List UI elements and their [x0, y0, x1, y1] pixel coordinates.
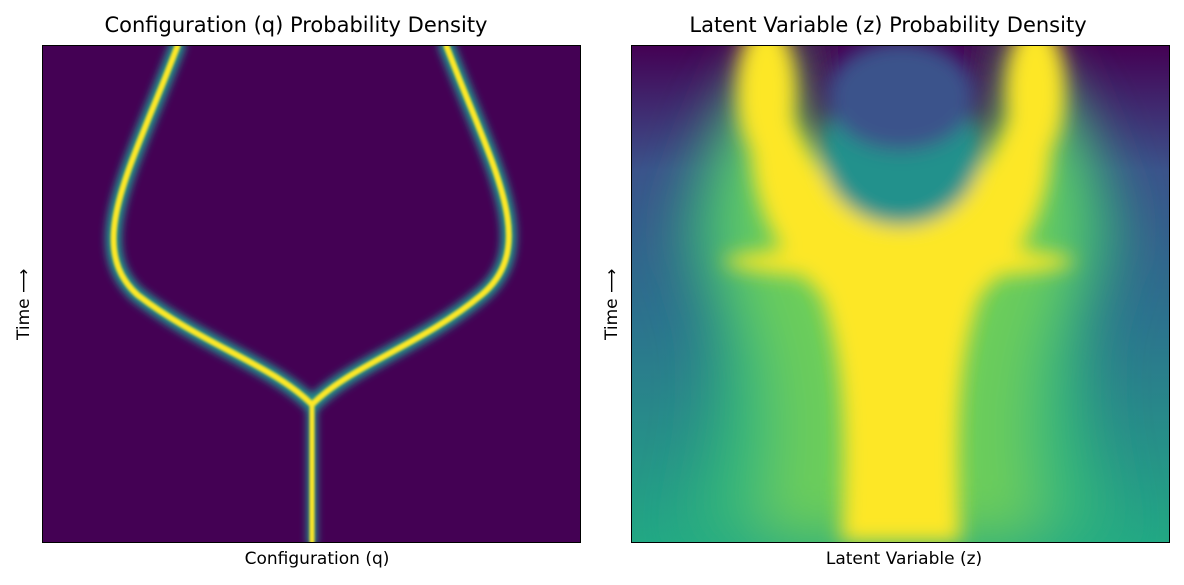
latent-plot-area	[631, 45, 1170, 543]
latent-heatmap	[632, 46, 1169, 542]
config-x-axis-label: Configuration (q)	[244, 549, 390, 569]
latent-peak-left	[736, 46, 797, 161]
latent-peak-right	[1005, 46, 1066, 161]
latent-yellow-arch	[721, 245, 1076, 279]
latent-yellow-core	[750, 46, 1052, 542]
config-branch-right	[309, 46, 512, 408]
config-plot-area	[42, 45, 581, 543]
config-heatmap	[43, 46, 580, 542]
latent-panel: Latent Variable (z) Probability Density	[592, 0, 1184, 585]
config-chart-title: Configuration (q) Probability Density	[104, 13, 488, 37]
config-panel: Configuration (q) Probability Density	[14, 13, 581, 569]
config-branch-left	[110, 46, 315, 408]
latent-center-top-dark	[826, 46, 976, 151]
latent-chart-title: Latent Variable (z) Probability Density	[689, 13, 1087, 37]
latent-x-axis-label: Latent Variable (z)	[825, 549, 983, 569]
